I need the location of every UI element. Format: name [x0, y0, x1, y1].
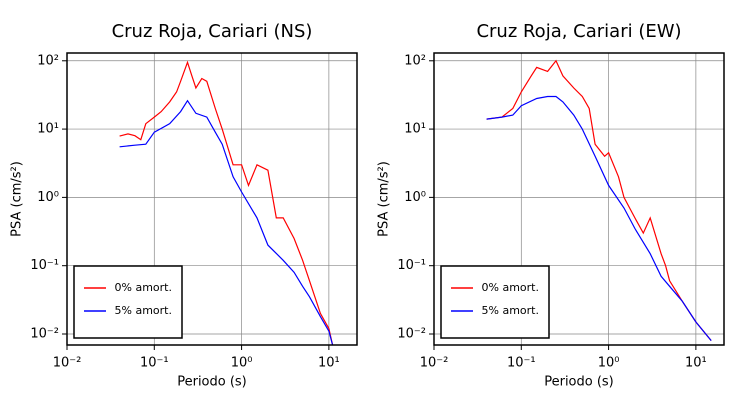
y-tick-label: 10⁰ — [37, 190, 59, 205]
x-tick-label: 10⁰ — [231, 356, 253, 371]
legend-label: 5% amort. — [115, 304, 172, 317]
y-tick-label: 10⁰ — [404, 190, 426, 205]
legend-label: 0% amort. — [482, 281, 539, 294]
data-line — [486, 95, 712, 341]
x-tick-label: 10¹ — [685, 356, 707, 371]
x-tick-label: 10¹ — [318, 356, 340, 371]
panel: 10⁻² 10⁻¹ 10⁰ 10¹ 10⁻² 10⁻¹ 10⁰ 10¹ 10² Cruz Roja… — [10, 21, 358, 390]
y-tick-label: 10⁻¹ — [30, 258, 59, 273]
chart-title: Cruz Roja, Cariari (EW) — [476, 21, 681, 42]
legend-box — [73, 265, 183, 339]
x-axis-label: Periodo (s) — [177, 375, 247, 390]
x-tick-label: 10⁻¹ — [140, 356, 169, 371]
x-tick-label: 10⁻² — [420, 356, 449, 371]
y-tick-label: 10² — [404, 53, 426, 68]
panel: 10⁻² 10⁻¹ 10⁰ 10¹ 10⁻² 10⁻¹ 10⁰ 10¹ 10² Cruz Roja… — [377, 21, 725, 390]
legend-label: 0% amort. — [115, 281, 172, 294]
x-tick-label: 10⁰ — [598, 356, 620, 371]
legend-label: 5% amort. — [482, 304, 539, 317]
plot-frame — [433, 52, 725, 346]
legend-box — [440, 265, 550, 339]
x-tick-label: 10⁻¹ — [507, 356, 536, 371]
x-tick-label: 10⁻² — [53, 356, 82, 371]
data-line — [119, 99, 334, 345]
y-tick-label: 10¹ — [404, 122, 426, 137]
data-line — [119, 60, 334, 345]
y-tick-label: 10¹ — [37, 122, 59, 137]
y-axis-label: PSA (cm/s²) — [10, 161, 25, 237]
y-tick-label: 10² — [37, 53, 59, 68]
x-axis-label: Periodo (s) — [544, 375, 614, 390]
y-tick-label: 10⁻² — [397, 326, 426, 341]
y-tick-label: 10⁻¹ — [397, 258, 426, 273]
y-axis-label: PSA (cm/s²) — [377, 161, 392, 237]
y-tick-label: 10⁻² — [30, 326, 59, 341]
plot-frame — [66, 52, 358, 346]
data-line — [486, 59, 712, 341]
chart-title: Cruz Roja, Cariari (NS) — [112, 21, 313, 42]
